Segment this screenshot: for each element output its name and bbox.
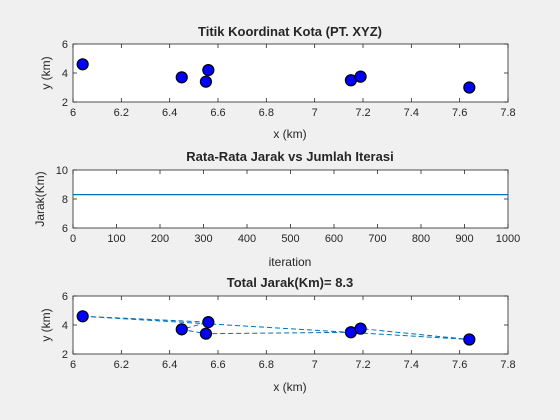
axes-2-box	[72, 169, 509, 229]
x-tick-label: 6.8	[259, 359, 274, 371]
data-point	[199, 75, 213, 88]
axes-2-ylabel: Jarak(Km)	[33, 171, 47, 226]
axes-3-ticks: 6 6.2 6.4 6.6 6.8 7 7.2 7.4 7.6 7.8 2 4 6	[62, 291, 516, 371]
y-tick-label: 2	[62, 349, 68, 361]
x-tick-label: 800	[412, 233, 430, 245]
x-tick-label: 6.4	[162, 107, 177, 119]
axes-1-ylabel: y (km)	[39, 56, 53, 89]
x-tick-label: 1000	[496, 233, 520, 245]
y-tick-label: 6	[62, 291, 68, 303]
y-tick-label: 4	[62, 68, 68, 80]
x-tick-label: 6.4	[162, 359, 177, 371]
x-tick-label: 7	[312, 107, 318, 119]
y-tick-label: 4	[62, 320, 68, 332]
x-tick-label: 700	[368, 233, 386, 245]
axes-1-marks	[76, 58, 476, 94]
axes-3-ylabel: y (km)	[39, 308, 53, 341]
y-tick-label: 6	[62, 223, 68, 235]
data-point	[354, 322, 367, 335]
axes-2-title: Rata-Rata Jarak vs Jumlah Iterasi	[186, 149, 393, 164]
x-tick-label: 7.4	[404, 107, 419, 119]
data-point	[175, 323, 188, 336]
x-tick-label: 7.6	[452, 359, 467, 371]
axes-1-ticks: 6 6.2 6.4 6.6 6.8 7 7.2 7.4 7.6 7.8 2 4 6	[62, 39, 516, 119]
data-point	[202, 63, 215, 77]
axes-3-box	[72, 295, 509, 355]
axes-1: Titik Koordinat Kota (PT. XYZ) x (km) y …	[39, 24, 516, 141]
x-tick-label: 100	[107, 233, 125, 245]
y-tick-label: 10	[56, 165, 68, 177]
x-tick-label: 6	[70, 107, 76, 119]
data-point	[354, 70, 367, 83]
axes-2-ticks: 0 100 200 300 400 500 600 700 800 900 1000 6 8 10	[56, 165, 520, 245]
data-point	[463, 81, 476, 94]
axes-2-xlabel: iteration	[269, 255, 312, 269]
x-tick-label: 7	[312, 359, 318, 371]
axes-1-title: Titik Koordinat Kota (PT. XYZ)	[198, 24, 382, 39]
x-tick-label: 7.8	[500, 359, 515, 371]
data-point	[76, 58, 89, 71]
data-point	[202, 316, 215, 329]
x-tick-label: 400	[238, 233, 256, 245]
x-tick-label: 7.2	[355, 359, 370, 371]
x-tick-label: 7.2	[355, 107, 370, 119]
axes-2: Rata-Rata Jarak vs Jumlah Iterasi iterat…	[33, 149, 520, 269]
x-tick-label: 200	[151, 233, 169, 245]
x-tick-label: 7.6	[452, 107, 467, 119]
axes-1-xlabel: x (km)	[273, 127, 306, 141]
axes-1-box	[72, 43, 509, 103]
x-tick-label: 0	[70, 233, 76, 245]
y-tick-label: 6	[62, 39, 68, 51]
x-tick-label: 300	[194, 233, 212, 245]
x-tick-label: 6.6	[210, 107, 225, 119]
x-tick-label: 6.6	[210, 359, 225, 371]
x-tick-label: 500	[281, 233, 299, 245]
axes-3-title: Total Jarak(Km)= 8.3	[227, 275, 354, 290]
y-tick-label: 2	[62, 97, 68, 109]
axes-3-marks	[76, 310, 476, 346]
x-tick-label: 900	[455, 233, 473, 245]
y-tick-label: 8	[62, 194, 68, 206]
x-tick-label: 600	[325, 233, 343, 245]
x-tick-label: 6.8	[259, 107, 274, 119]
data-point	[463, 333, 476, 346]
data-point	[199, 327, 213, 340]
data-point	[175, 71, 188, 84]
x-tick-label: 7.4	[404, 359, 419, 371]
axes-3-xlabel: x (km)	[273, 380, 306, 394]
data-point	[76, 310, 89, 323]
x-tick-label: 6.2	[114, 107, 129, 119]
x-tick-label: 7.8	[500, 107, 515, 119]
x-tick-label: 6	[70, 359, 76, 371]
axes-3: Total Jarak(Km)= 8.3 x (km) y (km) 6 6.2 6…	[39, 275, 516, 394]
x-tick-label: 6.2	[114, 359, 129, 371]
